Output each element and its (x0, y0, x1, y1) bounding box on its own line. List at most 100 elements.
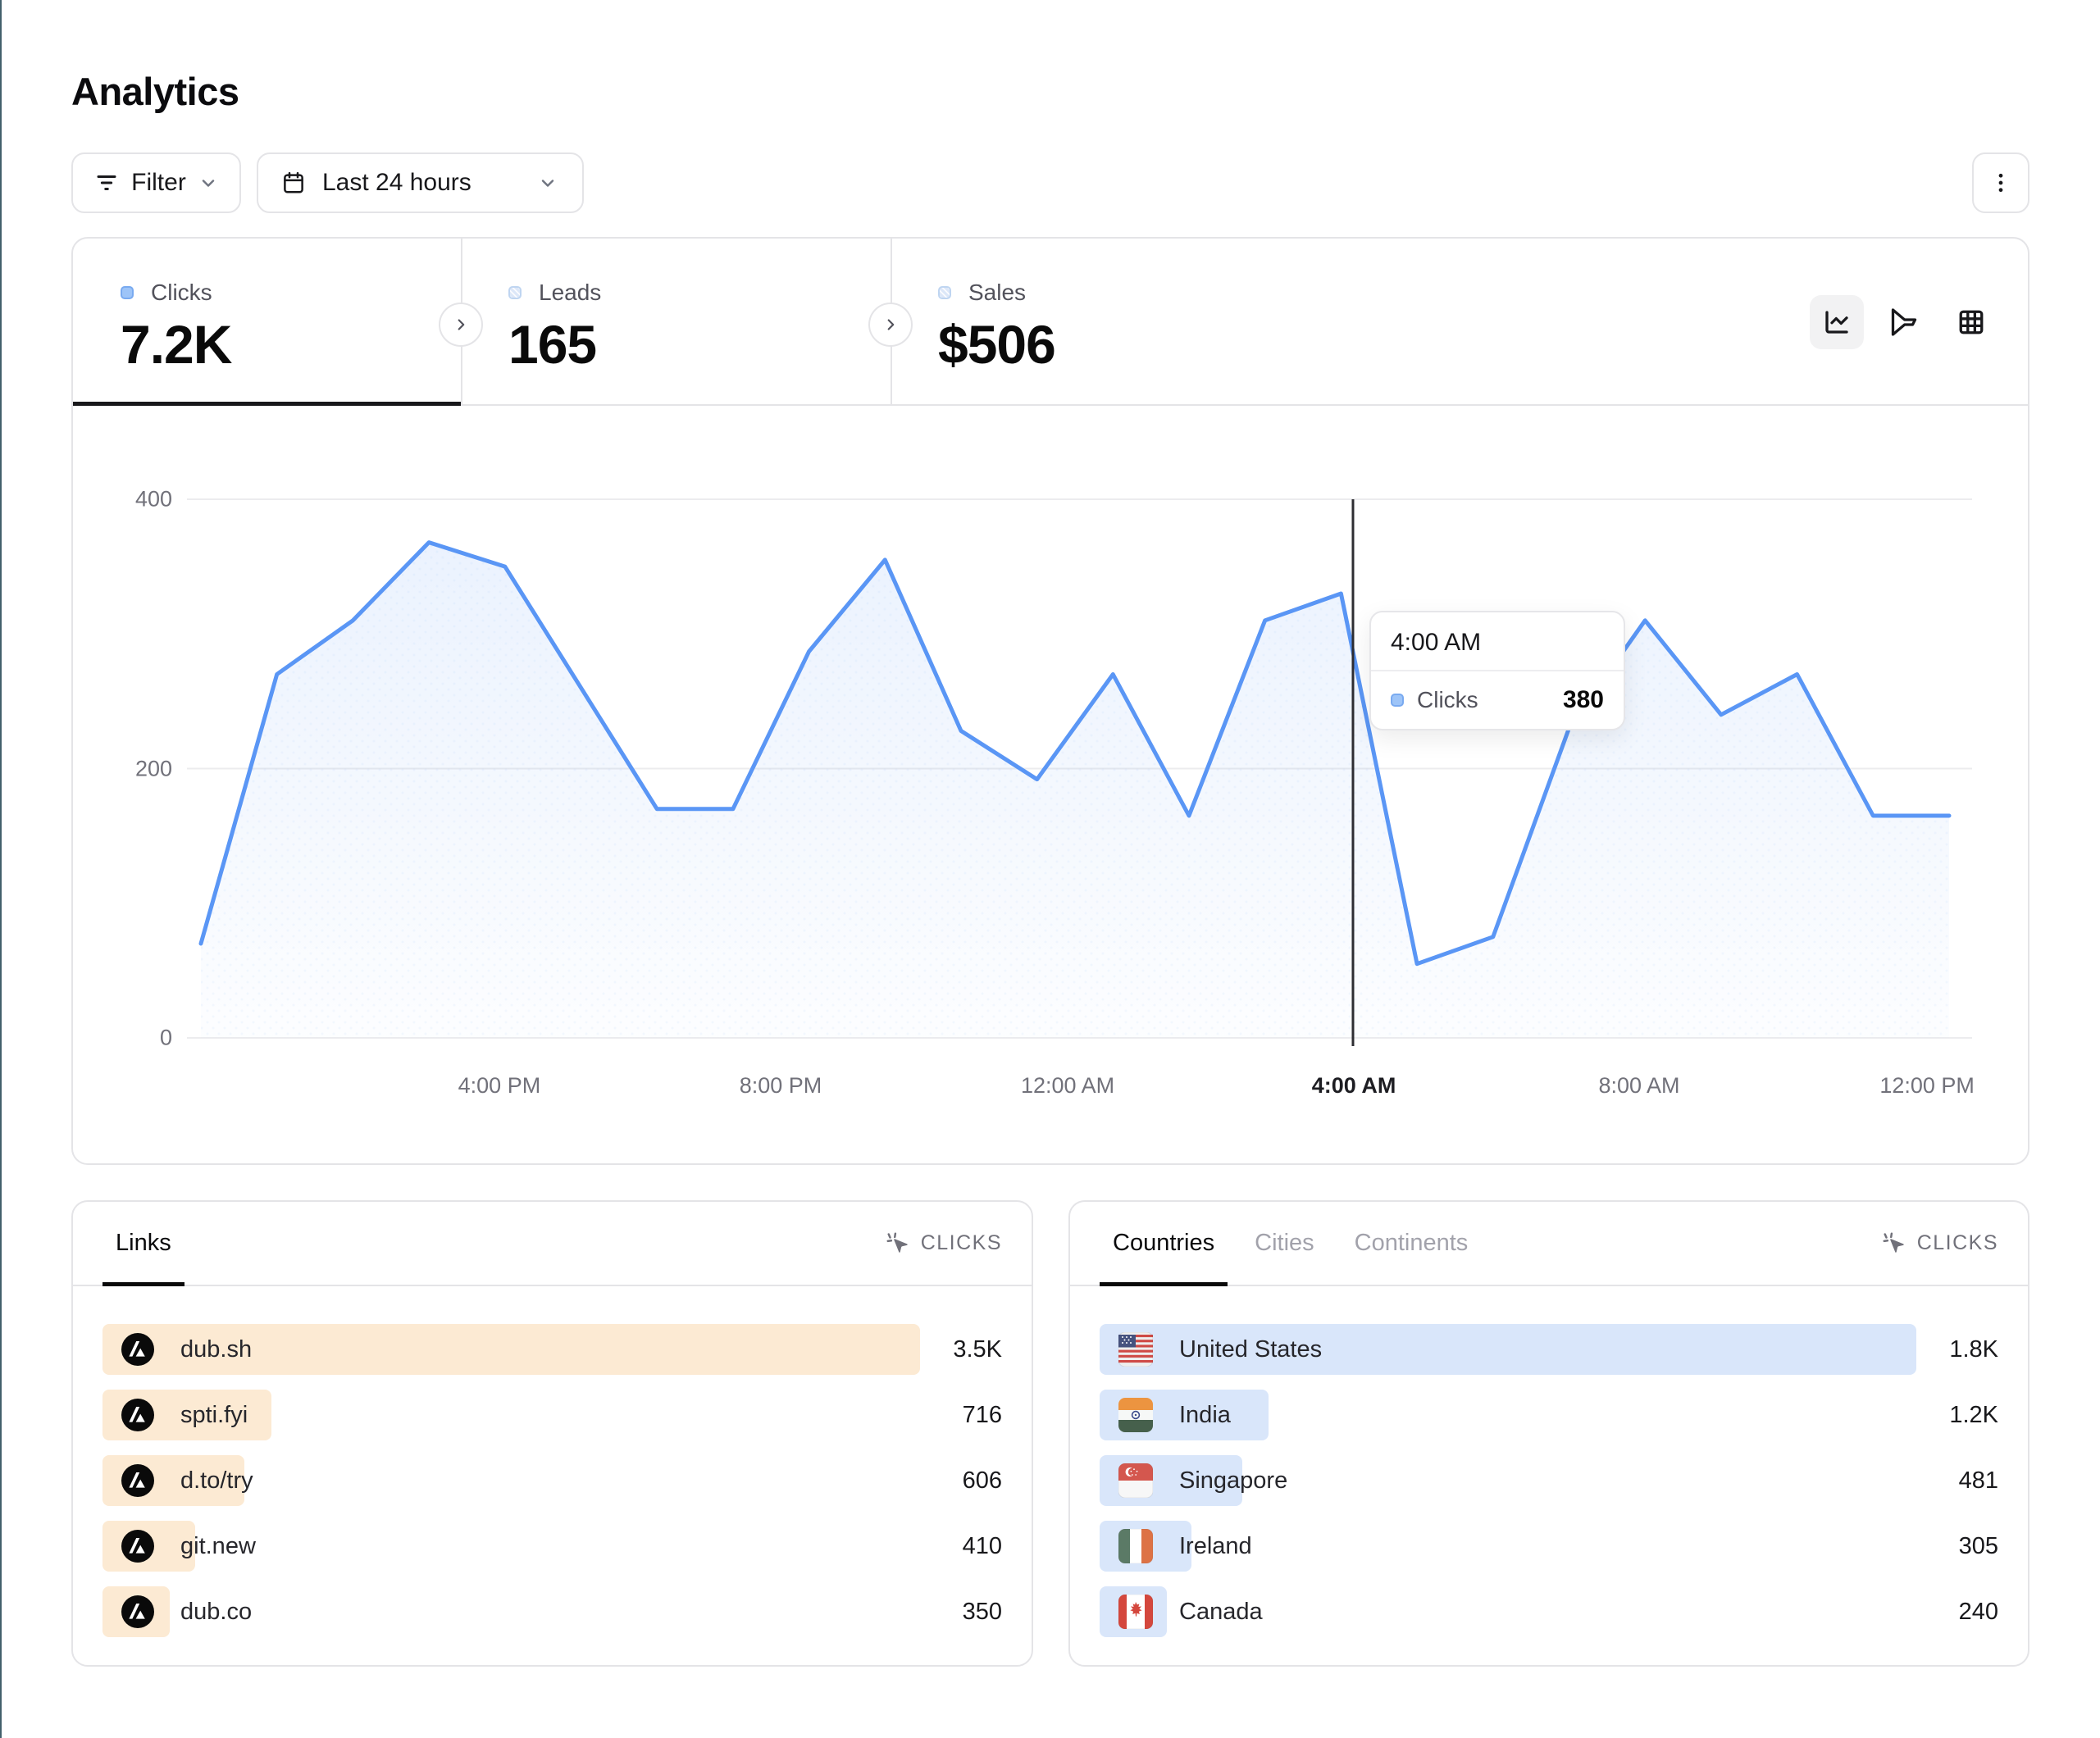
country-row[interactable]: India 1.2K (1100, 1390, 1998, 1440)
country-clicks-value: 481 (1958, 1467, 1998, 1494)
country-label: Ireland (1179, 1532, 1252, 1559)
link-row[interactable]: dub.sh 3.5K (102, 1324, 1002, 1375)
clicks-line (198, 540, 1952, 967)
link-label: d.to/try (180, 1467, 253, 1494)
link-row[interactable]: dub.co 350 (102, 1586, 1002, 1637)
date-range-button[interactable]: Last 24 hours (257, 152, 584, 213)
chevron-right-icon (452, 316, 470, 334)
funnel-chart-icon (1889, 307, 1919, 337)
flag-us-icon (1118, 1332, 1153, 1367)
countries-tab-countries[interactable]: Countries (1100, 1202, 1228, 1286)
dub-logo-icon (121, 1333, 154, 1366)
link-favicon (121, 1595, 154, 1628)
metric-tab-leads[interactable]: Leads 165 (461, 239, 891, 404)
x-axis-label: 12:00 AM (1020, 1073, 1115, 1098)
y-axis-label: 0 (159, 1025, 172, 1050)
metric-tab-value: $506 (938, 314, 1056, 375)
link-row[interactable]: d.to/try 606 (102, 1455, 1002, 1506)
country-clicks-value: 1.8K (1949, 1335, 1998, 1363)
link-clicks-value: 350 (962, 1598, 1002, 1625)
controls-row: Filter Last 24 hours (71, 152, 2029, 213)
country-row[interactable]: Singapore 481 (1100, 1455, 1998, 1506)
country-clicks-value: 240 (1958, 1598, 1998, 1625)
x-axis-label: 4:00 PM (458, 1073, 541, 1098)
countries-card: Countries Cities Continents CLICKS United … (1068, 1200, 2029, 1667)
series-bullet (121, 286, 134, 299)
x-axis-label: 8:00 AM (1598, 1073, 1680, 1098)
countries-metric-header[interactable]: CLICKS (1882, 1202, 1998, 1285)
link-clicks-value: 3.5K (953, 1335, 1002, 1363)
series-bullet (938, 286, 951, 299)
tooltip-series-value: 380 (1562, 686, 1604, 713)
x-axis-label: 4:00 AM (1311, 1073, 1396, 1098)
link-clicks-value: 716 (962, 1401, 1002, 1428)
grid-table-toggle-button[interactable] (1944, 295, 1998, 349)
x-axis-label: 12:00 PM (1879, 1073, 1975, 1098)
flag-sg-icon (1118, 1463, 1153, 1498)
breakdown-cards-row: Links CLICKS dub.sh 3.5K spti.fyi 716 d.to/t… (71, 1200, 2029, 1667)
flag-ca-icon (1118, 1595, 1153, 1629)
chart-tooltip: 4:00 AM Clicks 380 (1369, 611, 1625, 730)
countries-card-header: Countries Cities Continents CLICKS (1070, 1202, 2028, 1286)
country-row[interactable]: Ireland 305 (1100, 1521, 1998, 1572)
metric-tab-value: 7.2K (121, 314, 232, 375)
link-row[interactable]: git.new 410 (102, 1521, 1002, 1572)
area-dots (201, 542, 1949, 1038)
singapore-flag-icon (1118, 1463, 1153, 1498)
filter-button[interactable]: Filter (71, 152, 241, 213)
metric-tab-clicks[interactable]: Clicks 7.2K (73, 239, 461, 406)
y-axis-label: 200 (134, 756, 172, 780)
links-tab-links[interactable]: Links (102, 1202, 184, 1286)
analytics-page: Analytics Filter Last 24 hours Clicks 7.2… (71, 0, 2029, 1667)
funnel-chart-toggle-button[interactable] (1877, 295, 1931, 349)
tooltip-time: 4:00 AM (1391, 629, 1482, 656)
expand-metric-button[interactable] (868, 303, 913, 347)
countries-list: United States 1.8K India 1.2K Singapore 481 Ir… (1070, 1286, 2028, 1637)
chevron-down-icon (198, 173, 218, 193)
metric-tabs-row: Clicks 7.2K Leads 165 Sales $506 (73, 239, 2028, 406)
dub-logo-icon (121, 1595, 154, 1628)
link-label: git.new (180, 1532, 256, 1559)
country-row[interactable]: United States 1.8K (1100, 1324, 1998, 1375)
link-row[interactable]: spti.fyi 716 (102, 1390, 1002, 1440)
row-bar (102, 1324, 920, 1375)
metric-tab-sales[interactable]: Sales $506 (891, 239, 1320, 404)
countries-tab-continents[interactable]: Continents (1354, 1230, 1469, 1256)
link-favicon (121, 1333, 154, 1366)
cursor-click-icon (886, 1231, 910, 1256)
chevron-down-icon (538, 173, 558, 193)
more-options-button[interactable] (1972, 152, 2029, 213)
metric-tab-label: Sales (968, 280, 1027, 305)
filter-button-label: Filter (131, 169, 186, 196)
countries-tab-cities[interactable]: Cities (1255, 1230, 1314, 1256)
link-favicon (121, 1399, 154, 1431)
metric-tab-label: Clicks (151, 280, 212, 305)
clicks-time-series-chart[interactable]: 4:00 AM Clicks 380 0 200 400 4:00 PM 8:00 PM… (73, 406, 2028, 1165)
row-bar (1100, 1324, 1916, 1375)
india-flag-icon (1118, 1398, 1153, 1432)
country-row[interactable]: Canada 240 (1100, 1586, 1998, 1637)
expand-metric-button[interactable] (439, 303, 483, 347)
kebab-menu-icon (1988, 171, 2013, 195)
page-title: Analytics (71, 70, 239, 113)
link-favicon (121, 1530, 154, 1563)
chevron-right-icon (881, 316, 900, 334)
x-axis-label: 8:00 PM (739, 1073, 822, 1098)
links-metric-label: CLICKS (920, 1231, 1002, 1254)
dub-logo-icon (121, 1399, 154, 1431)
date-range-label: Last 24 hours (322, 169, 471, 196)
metric-tab-label: Leads (539, 280, 602, 305)
ireland-flag-icon (1118, 1529, 1153, 1563)
links-metric-header[interactable]: CLICKS (886, 1202, 1002, 1285)
links-card-header: Links CLICKS (73, 1202, 1032, 1286)
country-clicks-value: 1.2K (1949, 1401, 1998, 1428)
link-clicks-value: 410 (962, 1532, 1002, 1559)
line-chart-toggle-button[interactable] (1810, 295, 1864, 349)
country-label: Canada (1179, 1598, 1263, 1625)
metric-tab-value: 165 (508, 314, 597, 375)
link-clicks-value: 606 (962, 1467, 1002, 1494)
link-label: dub.sh (180, 1335, 253, 1363)
country-label: India (1179, 1401, 1231, 1428)
tooltip-series-row: Clicks 380 (1371, 671, 1624, 729)
bars-filter-icon (94, 171, 119, 195)
